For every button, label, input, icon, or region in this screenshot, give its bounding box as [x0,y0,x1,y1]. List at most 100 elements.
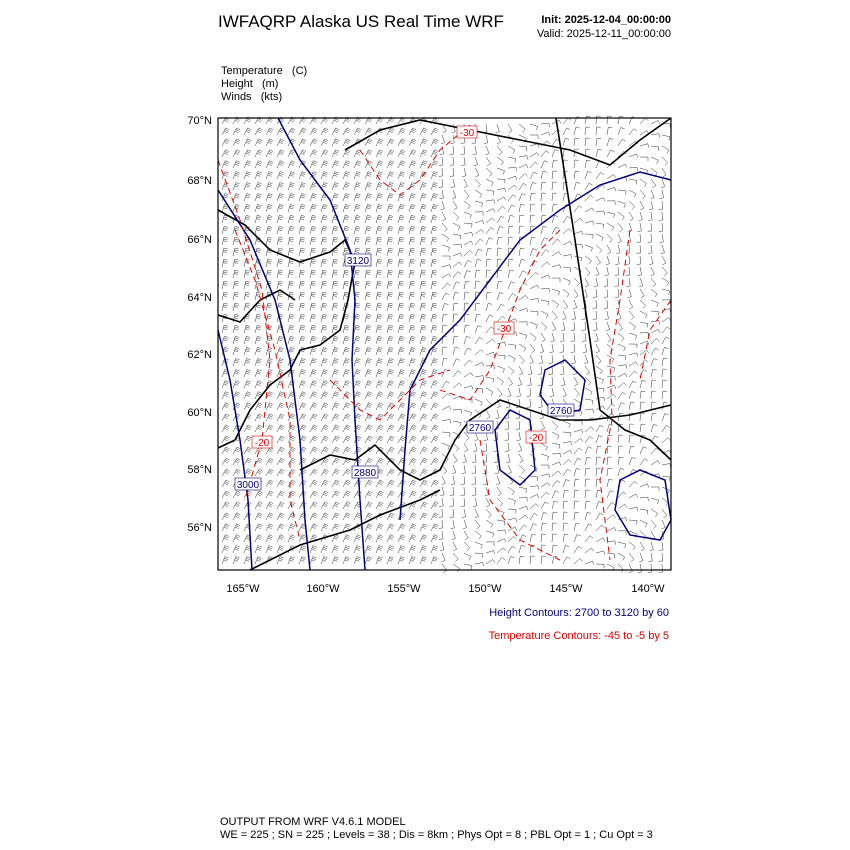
wind-barb [232,446,241,455]
wind-barb [438,156,444,166]
wind-barb [353,369,361,378]
wind-barb [518,505,529,511]
wind-barb [276,358,284,367]
wind-barb [342,534,351,543]
wind-barb [474,387,484,394]
wind-barb [375,182,383,191]
wind-barb [617,468,625,477]
wind-barb [540,181,547,191]
wind-barb [606,244,612,255]
wind-barb [375,247,382,257]
wind-barb [595,137,602,147]
wind-barb [430,280,437,290]
wind-barb [595,467,601,477]
wind-barb [430,457,439,466]
wind-barb [606,233,613,243]
wind-barb [232,280,239,290]
wind-barb [276,258,283,268]
wind-barb [518,270,527,279]
label-box [251,435,273,449]
wind-barb [397,138,406,147]
wind-barb [287,556,295,565]
lon-label: 155°W [387,583,421,595]
wind-barb [581,332,587,342]
field-label: Height (m) [221,78,278,90]
wind-barb [254,280,261,290]
wind-barb [507,185,517,191]
wind-barb [529,171,538,180]
wind-barb [441,211,447,222]
wind-barb [650,288,658,298]
wind-barb [584,195,594,202]
wind-barb [540,192,546,202]
wind-barb [408,160,417,169]
wind-barb [430,291,437,301]
wind-barb [496,387,503,397]
wind-barb [529,284,540,290]
map-frame [217,117,672,571]
wind-barb [364,302,371,312]
wind-barb [331,391,340,400]
wind-barb [331,358,339,367]
wind-barb [375,347,383,356]
wind-barb [518,183,527,191]
wind-barb [408,204,416,213]
wind-barb [342,336,350,345]
temperature-label: -20 [529,433,544,444]
wind-barb [386,325,394,334]
wind-barb [276,291,283,301]
wind-barb [309,280,316,290]
wind-barb [254,314,261,323]
wind-barb [430,545,438,554]
wind-barb [584,560,595,565]
wind-barb [639,299,646,309]
wind-barb [243,138,252,147]
wind-barb [628,299,633,310]
wind-barb [309,226,317,235]
wind-barb [430,226,438,235]
wind-barb [496,475,501,486]
wind-barb [254,269,261,279]
wind-barb [617,127,625,136]
wind-barb [375,358,383,367]
wind-barb [254,236,261,246]
wind-barb [276,149,285,158]
temperature-label: -30 [497,324,512,335]
wind-barb [397,534,406,543]
wind-barb [507,167,517,172]
wind-barb [540,274,551,279]
wind-barb [639,508,649,515]
wind-barb [265,512,274,521]
wind-barb [375,236,382,246]
wind-barb [606,174,617,180]
wind-barb [496,292,504,301]
wind-barb [504,431,509,441]
wind-barb [430,435,439,444]
wind-barb [615,255,620,265]
wind-barb [540,203,546,213]
wind-barb [298,171,306,180]
wind-barb [595,184,605,191]
wind-barb [276,302,283,312]
wind-barb [485,314,494,323]
wind-barb [441,380,450,389]
wind-barb [232,236,239,246]
wind-barb [386,269,393,279]
wind-barb [232,247,239,257]
wind-barb [584,467,591,477]
wind-barb [287,534,296,543]
wind-barb [408,358,416,367]
wind-barb [617,434,623,444]
wind-barb [287,302,294,312]
wind-barb [452,233,462,240]
wind-barb [243,347,251,356]
wind-barb [452,313,458,323]
wind-barb [650,310,660,316]
wind-barb [595,435,603,444]
wind-barb [364,490,373,499]
wind-barb [628,361,639,367]
wind-barb [386,457,395,466]
wind-barb [386,534,395,543]
wind-barb [265,358,273,367]
wind-barb [430,501,439,510]
